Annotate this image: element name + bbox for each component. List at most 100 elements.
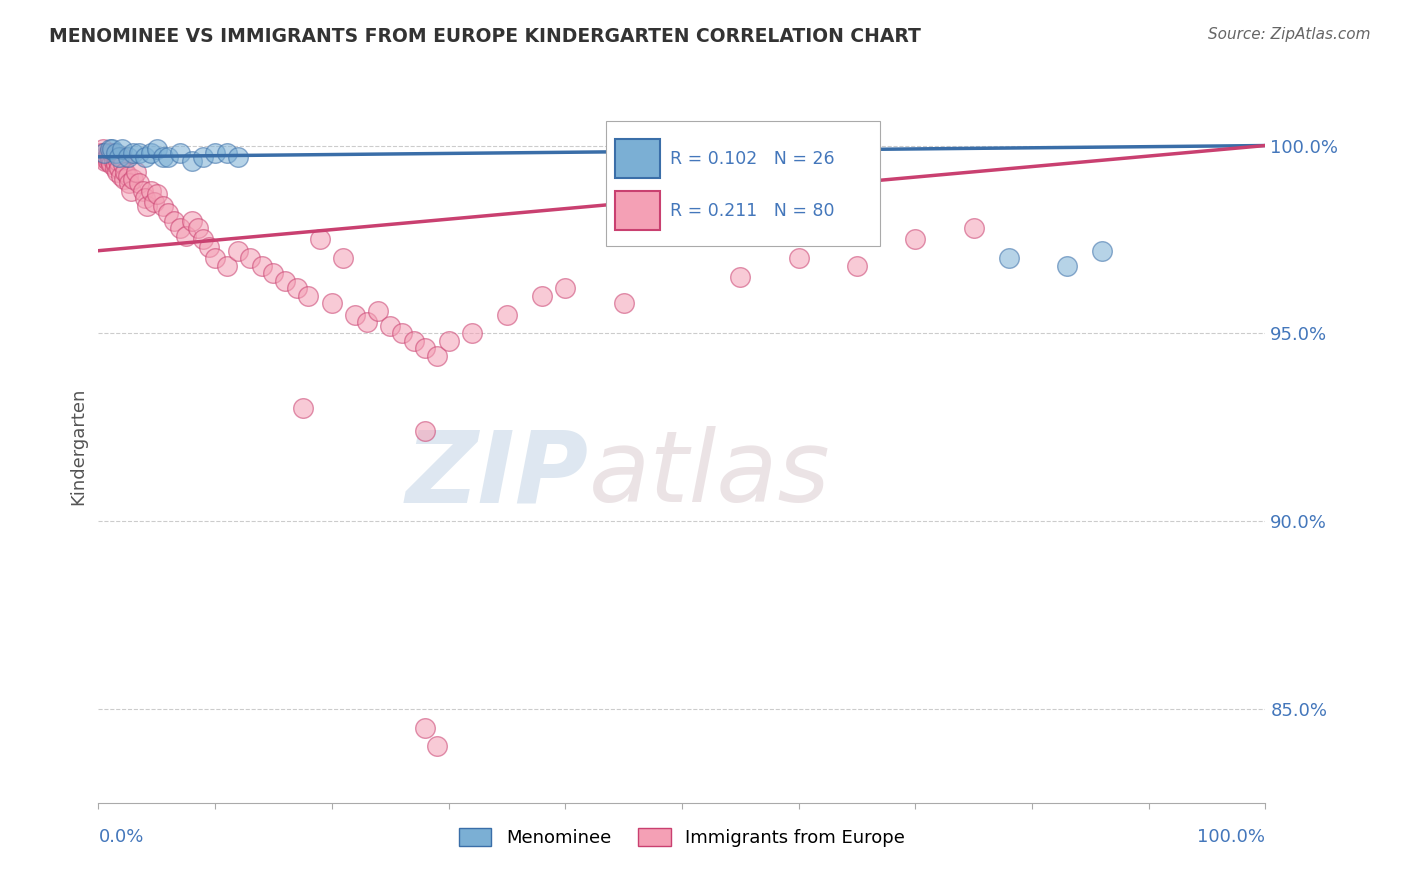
Point	[152, 199, 174, 213]
Point	[291, 401, 314, 416]
Point	[110, 169, 132, 183]
Point	[204, 146, 226, 161]
Point	[174, 228, 197, 243]
Point	[215, 146, 238, 161]
Point	[128, 146, 150, 161]
Point	[262, 266, 284, 280]
Point	[180, 153, 202, 168]
Point	[152, 150, 174, 164]
Point	[344, 308, 367, 322]
Point	[437, 334, 460, 348]
Point	[169, 146, 191, 161]
Point	[108, 150, 131, 164]
Point	[122, 146, 145, 161]
Point	[120, 184, 142, 198]
Point	[118, 176, 141, 190]
Point	[111, 150, 134, 164]
Point	[117, 150, 139, 164]
Point	[730, 270, 752, 285]
Point	[391, 326, 413, 341]
Point	[413, 342, 436, 356]
Point	[204, 251, 226, 265]
Point	[297, 289, 319, 303]
Point	[128, 176, 150, 190]
Point	[198, 240, 221, 254]
Point	[187, 221, 209, 235]
Text: 100.0%: 100.0%	[1198, 828, 1265, 846]
Point	[114, 165, 136, 179]
Point	[380, 318, 402, 333]
Point	[180, 213, 202, 227]
Point	[169, 221, 191, 235]
Point	[332, 251, 354, 265]
Text: Source: ZipAtlas.com: Source: ZipAtlas.com	[1208, 27, 1371, 42]
Point	[90, 146, 112, 161]
Point	[104, 150, 127, 164]
Point	[139, 146, 162, 161]
Text: ZIP: ZIP	[405, 426, 589, 523]
Point	[139, 184, 162, 198]
FancyBboxPatch shape	[616, 139, 659, 178]
Point	[496, 308, 519, 322]
Point	[91, 142, 114, 156]
Point	[132, 184, 155, 198]
Point	[461, 326, 484, 341]
Point	[1091, 244, 1114, 258]
Point	[228, 150, 250, 164]
Point	[134, 191, 156, 205]
Point	[101, 146, 124, 161]
Point	[97, 146, 120, 161]
Point	[285, 281, 308, 295]
Point	[228, 244, 250, 258]
Point	[104, 161, 127, 175]
FancyBboxPatch shape	[606, 121, 880, 246]
Point	[426, 349, 449, 363]
Point	[105, 165, 128, 179]
Point	[104, 157, 127, 171]
Point	[107, 153, 129, 168]
Legend: Menominee, Immigrants from Europe: Menominee, Immigrants from Europe	[451, 821, 912, 855]
Point	[904, 232, 927, 246]
Point	[97, 153, 120, 168]
Point	[108, 161, 131, 175]
Point	[98, 153, 121, 168]
Point	[193, 232, 215, 246]
Point	[89, 146, 111, 161]
Point	[962, 221, 984, 235]
Point	[96, 150, 118, 164]
Point	[98, 150, 121, 164]
Point	[554, 281, 576, 295]
Point	[402, 334, 425, 348]
Point	[787, 176, 810, 190]
Point	[997, 251, 1019, 265]
Point	[93, 150, 115, 164]
Text: R = 0.211   N = 80: R = 0.211 N = 80	[671, 202, 835, 220]
Point	[530, 289, 553, 303]
FancyBboxPatch shape	[616, 191, 659, 230]
Point	[274, 274, 297, 288]
Point	[136, 199, 159, 213]
Text: atlas: atlas	[589, 426, 830, 523]
Point	[157, 150, 180, 164]
Point	[413, 721, 436, 735]
Y-axis label: Kindergarten: Kindergarten	[69, 387, 87, 505]
Point	[250, 259, 273, 273]
Point	[90, 150, 112, 164]
Point	[103, 153, 125, 168]
Point	[413, 424, 436, 438]
Point	[112, 172, 135, 186]
Point	[146, 142, 169, 156]
Point	[846, 259, 869, 273]
Text: MENOMINEE VS IMMIGRANTS FROM EUROPE KINDERGARTEN CORRELATION CHART: MENOMINEE VS IMMIGRANTS FROM EUROPE KIND…	[49, 27, 921, 45]
Point	[93, 146, 115, 161]
Point	[157, 206, 180, 220]
Point	[239, 251, 262, 265]
Text: R = 0.102   N = 26: R = 0.102 N = 26	[671, 150, 835, 168]
Point	[309, 232, 332, 246]
Point	[146, 187, 169, 202]
Point	[163, 213, 186, 227]
Point	[104, 146, 127, 161]
Point	[321, 296, 343, 310]
Point	[1056, 259, 1078, 273]
Point	[426, 739, 449, 754]
